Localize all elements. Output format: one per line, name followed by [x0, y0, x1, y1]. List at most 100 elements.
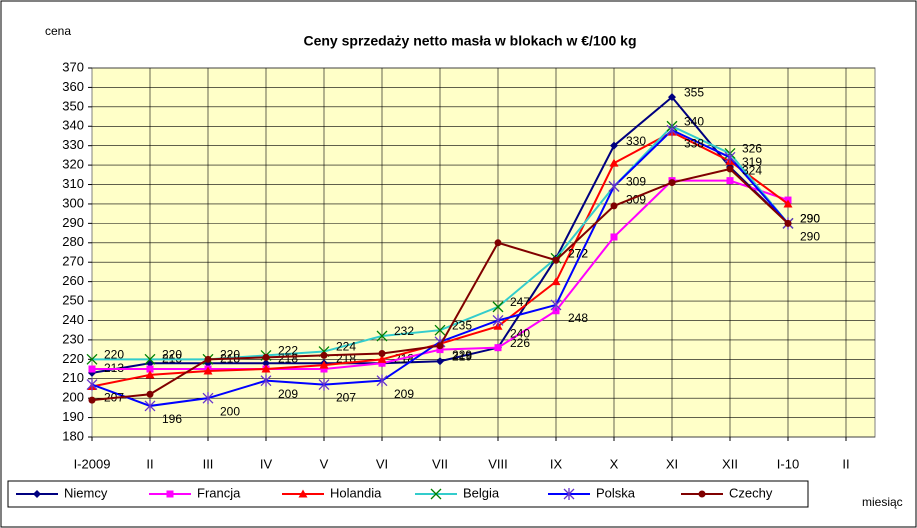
y-tick-label: 180 [62, 428, 84, 443]
legend-label: Holandia [330, 485, 382, 500]
data-label: 326 [742, 142, 762, 156]
point [298, 489, 308, 498]
data-label: 232 [394, 324, 414, 338]
x-tick-label: V [320, 456, 329, 471]
data-label: 200 [220, 404, 240, 418]
point [494, 239, 502, 247]
point [436, 346, 444, 354]
x-tick-label: VIII [488, 456, 508, 471]
point [320, 351, 328, 359]
point [262, 359, 270, 368]
y-tick-label: 260 [62, 273, 84, 288]
y-tick-label: 280 [62, 234, 84, 249]
legend-label: Belgia [463, 485, 500, 500]
x-tick-label: II [842, 456, 849, 471]
y-tick-label: 320 [62, 157, 84, 172]
legend-label: Czechy [729, 485, 773, 500]
data-label: 235 [452, 318, 472, 332]
point [726, 165, 734, 173]
point [376, 330, 388, 342]
point [436, 357, 444, 366]
y-tick-label: 200 [62, 390, 84, 405]
data-label: 324 [742, 164, 762, 178]
y-tick-label: 340 [62, 118, 84, 133]
point [434, 324, 446, 336]
point [608, 180, 620, 193]
point [319, 360, 329, 369]
point [563, 488, 575, 500]
x-tick-label: III [203, 456, 214, 471]
point [430, 488, 442, 500]
point [494, 344, 502, 352]
legend [7, 480, 809, 508]
data-label: 240 [510, 327, 530, 341]
data-label: 340 [684, 114, 704, 128]
point [320, 365, 328, 373]
y-tick-label: 360 [62, 79, 84, 94]
chart-title: Ceny sprzedaży netto masła w blokach w €… [303, 33, 636, 49]
x-tick-label: VII [432, 456, 448, 471]
y-tick-label: 290 [62, 215, 84, 230]
point [550, 298, 562, 311]
point [204, 355, 212, 363]
y-tick-label: 240 [62, 312, 84, 327]
x-tick-label: IV [260, 456, 273, 471]
point [378, 349, 386, 357]
point [86, 378, 98, 391]
point [552, 256, 560, 264]
y-tick-label: 270 [62, 254, 84, 269]
point [260, 374, 272, 387]
data-label: 220 [162, 347, 182, 361]
data-label: 338 [684, 136, 704, 150]
point [668, 179, 676, 187]
point [436, 342, 444, 350]
data-label: 226 [510, 336, 530, 350]
point [551, 277, 561, 286]
point [33, 490, 41, 498]
data-label: 355 [684, 85, 704, 99]
point [492, 301, 504, 313]
point [609, 158, 619, 167]
y-tick-label: 220 [62, 351, 84, 366]
data-label: 229 [452, 348, 472, 362]
series [88, 165, 792, 404]
data-label: 309 [626, 193, 646, 207]
point [668, 93, 676, 102]
y-tick-label: 370 [62, 59, 84, 74]
point [146, 390, 154, 398]
point [784, 219, 792, 227]
data-label: 290 [800, 212, 820, 226]
point [492, 314, 504, 327]
data-label: 290 [800, 230, 820, 244]
point [202, 392, 214, 405]
y-tick-label: 300 [62, 195, 84, 210]
point [783, 199, 793, 208]
point [726, 177, 734, 185]
data-label: 247 [510, 295, 530, 309]
y-tick-label: 190 [62, 409, 84, 424]
y-tick-label: 210 [62, 370, 84, 385]
x-tick-label: XI [666, 456, 678, 471]
data-label: 319 [742, 155, 762, 169]
data-label: 309 [626, 175, 646, 189]
data-label: 196 [162, 412, 182, 426]
point [146, 365, 154, 373]
y-tick-label: 250 [62, 292, 84, 307]
x-tick-label: II [146, 456, 153, 471]
point [610, 141, 618, 150]
point [724, 151, 736, 164]
x-tick-label: I-2009 [74, 456, 111, 471]
point [376, 374, 388, 387]
point [145, 370, 155, 379]
x-tick-label: VI [376, 456, 388, 471]
x-tick-label: IX [550, 456, 563, 471]
legend-label: Polska [596, 485, 636, 500]
point [88, 365, 96, 373]
data-label: 209 [278, 387, 298, 401]
point [666, 124, 678, 137]
point [377, 354, 387, 363]
point [144, 399, 156, 412]
data-label: 219 [452, 349, 472, 363]
y-tick-label: 330 [62, 137, 84, 152]
